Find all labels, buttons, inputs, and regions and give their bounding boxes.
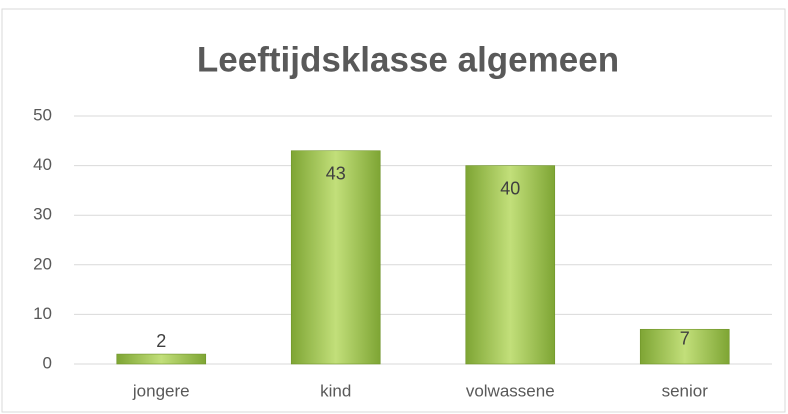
data-label: 7 bbox=[680, 328, 690, 348]
y-tick-label: 20 bbox=[33, 254, 52, 273]
y-tick-label: 30 bbox=[33, 205, 52, 224]
y-tick-label: 50 bbox=[33, 105, 52, 124]
y-tick-label: 40 bbox=[33, 155, 52, 174]
x-tick-label: senior bbox=[662, 381, 709, 400]
y-tick-label: 10 bbox=[33, 304, 52, 323]
data-label: 2 bbox=[156, 331, 166, 351]
chart-title: Leeftijdsklasse algemeen bbox=[197, 40, 619, 79]
data-label: 40 bbox=[500, 178, 520, 198]
bar bbox=[639, 328, 730, 365]
bar bbox=[290, 150, 381, 365]
x-tick-label: kind bbox=[320, 381, 351, 400]
bar bbox=[465, 165, 556, 365]
x-tick-label: jongere bbox=[132, 381, 190, 400]
bar bbox=[116, 353, 207, 365]
y-tick-label: 0 bbox=[43, 353, 52, 372]
x-tick-label: volwassene bbox=[466, 381, 555, 400]
data-label: 43 bbox=[326, 163, 346, 183]
